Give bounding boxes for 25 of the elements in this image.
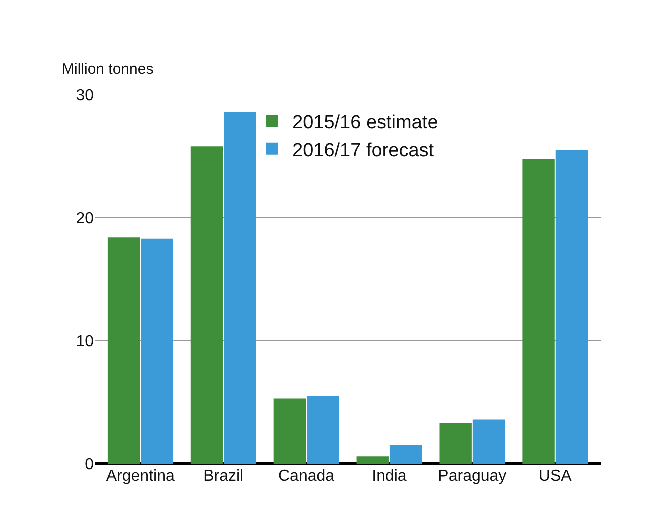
bar [390,446,422,464]
bar [108,238,140,464]
x-tick-label: Paraguay [438,468,507,485]
y-axis-title: Million tonnes [62,61,154,78]
x-tick-label: Brazil [204,468,244,485]
bar [522,158,555,464]
x-tick-label: Argentina [106,468,175,485]
bar [141,238,174,464]
x-tick-label: USA [538,468,572,485]
x-tick-label: India [372,468,407,485]
y-tick-label: 0 [85,456,94,474]
bar [472,420,506,464]
bar [224,112,256,464]
legend-label: 2016/17 forecast [292,140,435,162]
bar [556,150,588,464]
x-tick-label: Canada [278,468,335,485]
y-tick-label: 30 [76,88,94,105]
bar [307,396,340,464]
bar [440,423,472,464]
y-tick-label: 10 [76,334,94,351]
y-tick-label: 20 [76,210,94,228]
bar [274,398,306,464]
bar [356,456,389,464]
bar [190,146,224,464]
legend-label: 2015/16 estimate [292,112,438,134]
